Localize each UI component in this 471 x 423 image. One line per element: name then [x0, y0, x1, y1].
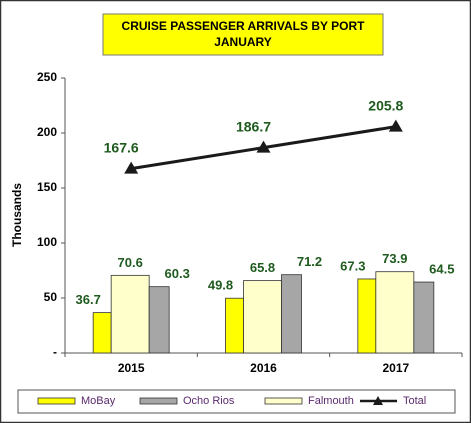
data-label: 73.9	[382, 251, 407, 266]
bar	[243, 280, 282, 354]
y-axis-label: Thousands	[10, 183, 24, 247]
legend-label: Ocho Rios	[183, 395, 235, 407]
data-label: 36.7	[76, 292, 101, 307]
x-tick-label: 2017	[382, 361, 409, 375]
bar	[225, 297, 244, 354]
data-label: 71.2	[297, 254, 322, 269]
data-label: 65.8	[250, 260, 275, 275]
legend-label: Total	[403, 395, 426, 407]
y-tick-label: 150	[37, 180, 57, 194]
bar	[357, 278, 377, 354]
marker	[256, 140, 271, 153]
legend-swatch	[373, 396, 383, 405]
y-tick-label: 250	[37, 70, 57, 84]
marker	[388, 119, 403, 132]
legend-swatch	[37, 397, 76, 405]
legend-box	[17, 389, 456, 414]
marker	[124, 161, 139, 174]
y-tick-label: -	[53, 345, 57, 359]
data-label: 186.7	[236, 118, 271, 134]
bar	[375, 271, 415, 354]
title-box	[102, 13, 384, 56]
legend-label: MoBay	[81, 395, 116, 407]
data-label: 167.6	[104, 139, 139, 155]
data-label: 49.8	[208, 278, 233, 293]
chart-title: JANUARY	[214, 35, 272, 49]
chart-title: CRUISE PASSENGER ARRIVALS BY PORT	[122, 19, 366, 33]
bar	[281, 274, 302, 354]
y-tick-label: 50	[44, 290, 58, 304]
data-label: 67.3	[340, 258, 365, 273]
x-tick-label: 2015	[118, 361, 145, 375]
bar	[110, 274, 150, 354]
data-label: 64.5	[429, 261, 454, 276]
legend-label: Falmouth	[308, 395, 354, 407]
data-label: 205.8	[368, 97, 403, 113]
legend-swatch	[264, 397, 303, 405]
bar	[413, 281, 435, 354]
bar	[92, 312, 112, 354]
bar	[148, 286, 170, 354]
x-tick-label: 2016	[250, 361, 277, 375]
data-label: 60.3	[165, 266, 190, 281]
data-label: 70.6	[118, 255, 143, 270]
legend-swatch	[139, 397, 178, 405]
y-tick-label: 200	[37, 125, 57, 139]
y-tick-label: 100	[37, 235, 57, 249]
